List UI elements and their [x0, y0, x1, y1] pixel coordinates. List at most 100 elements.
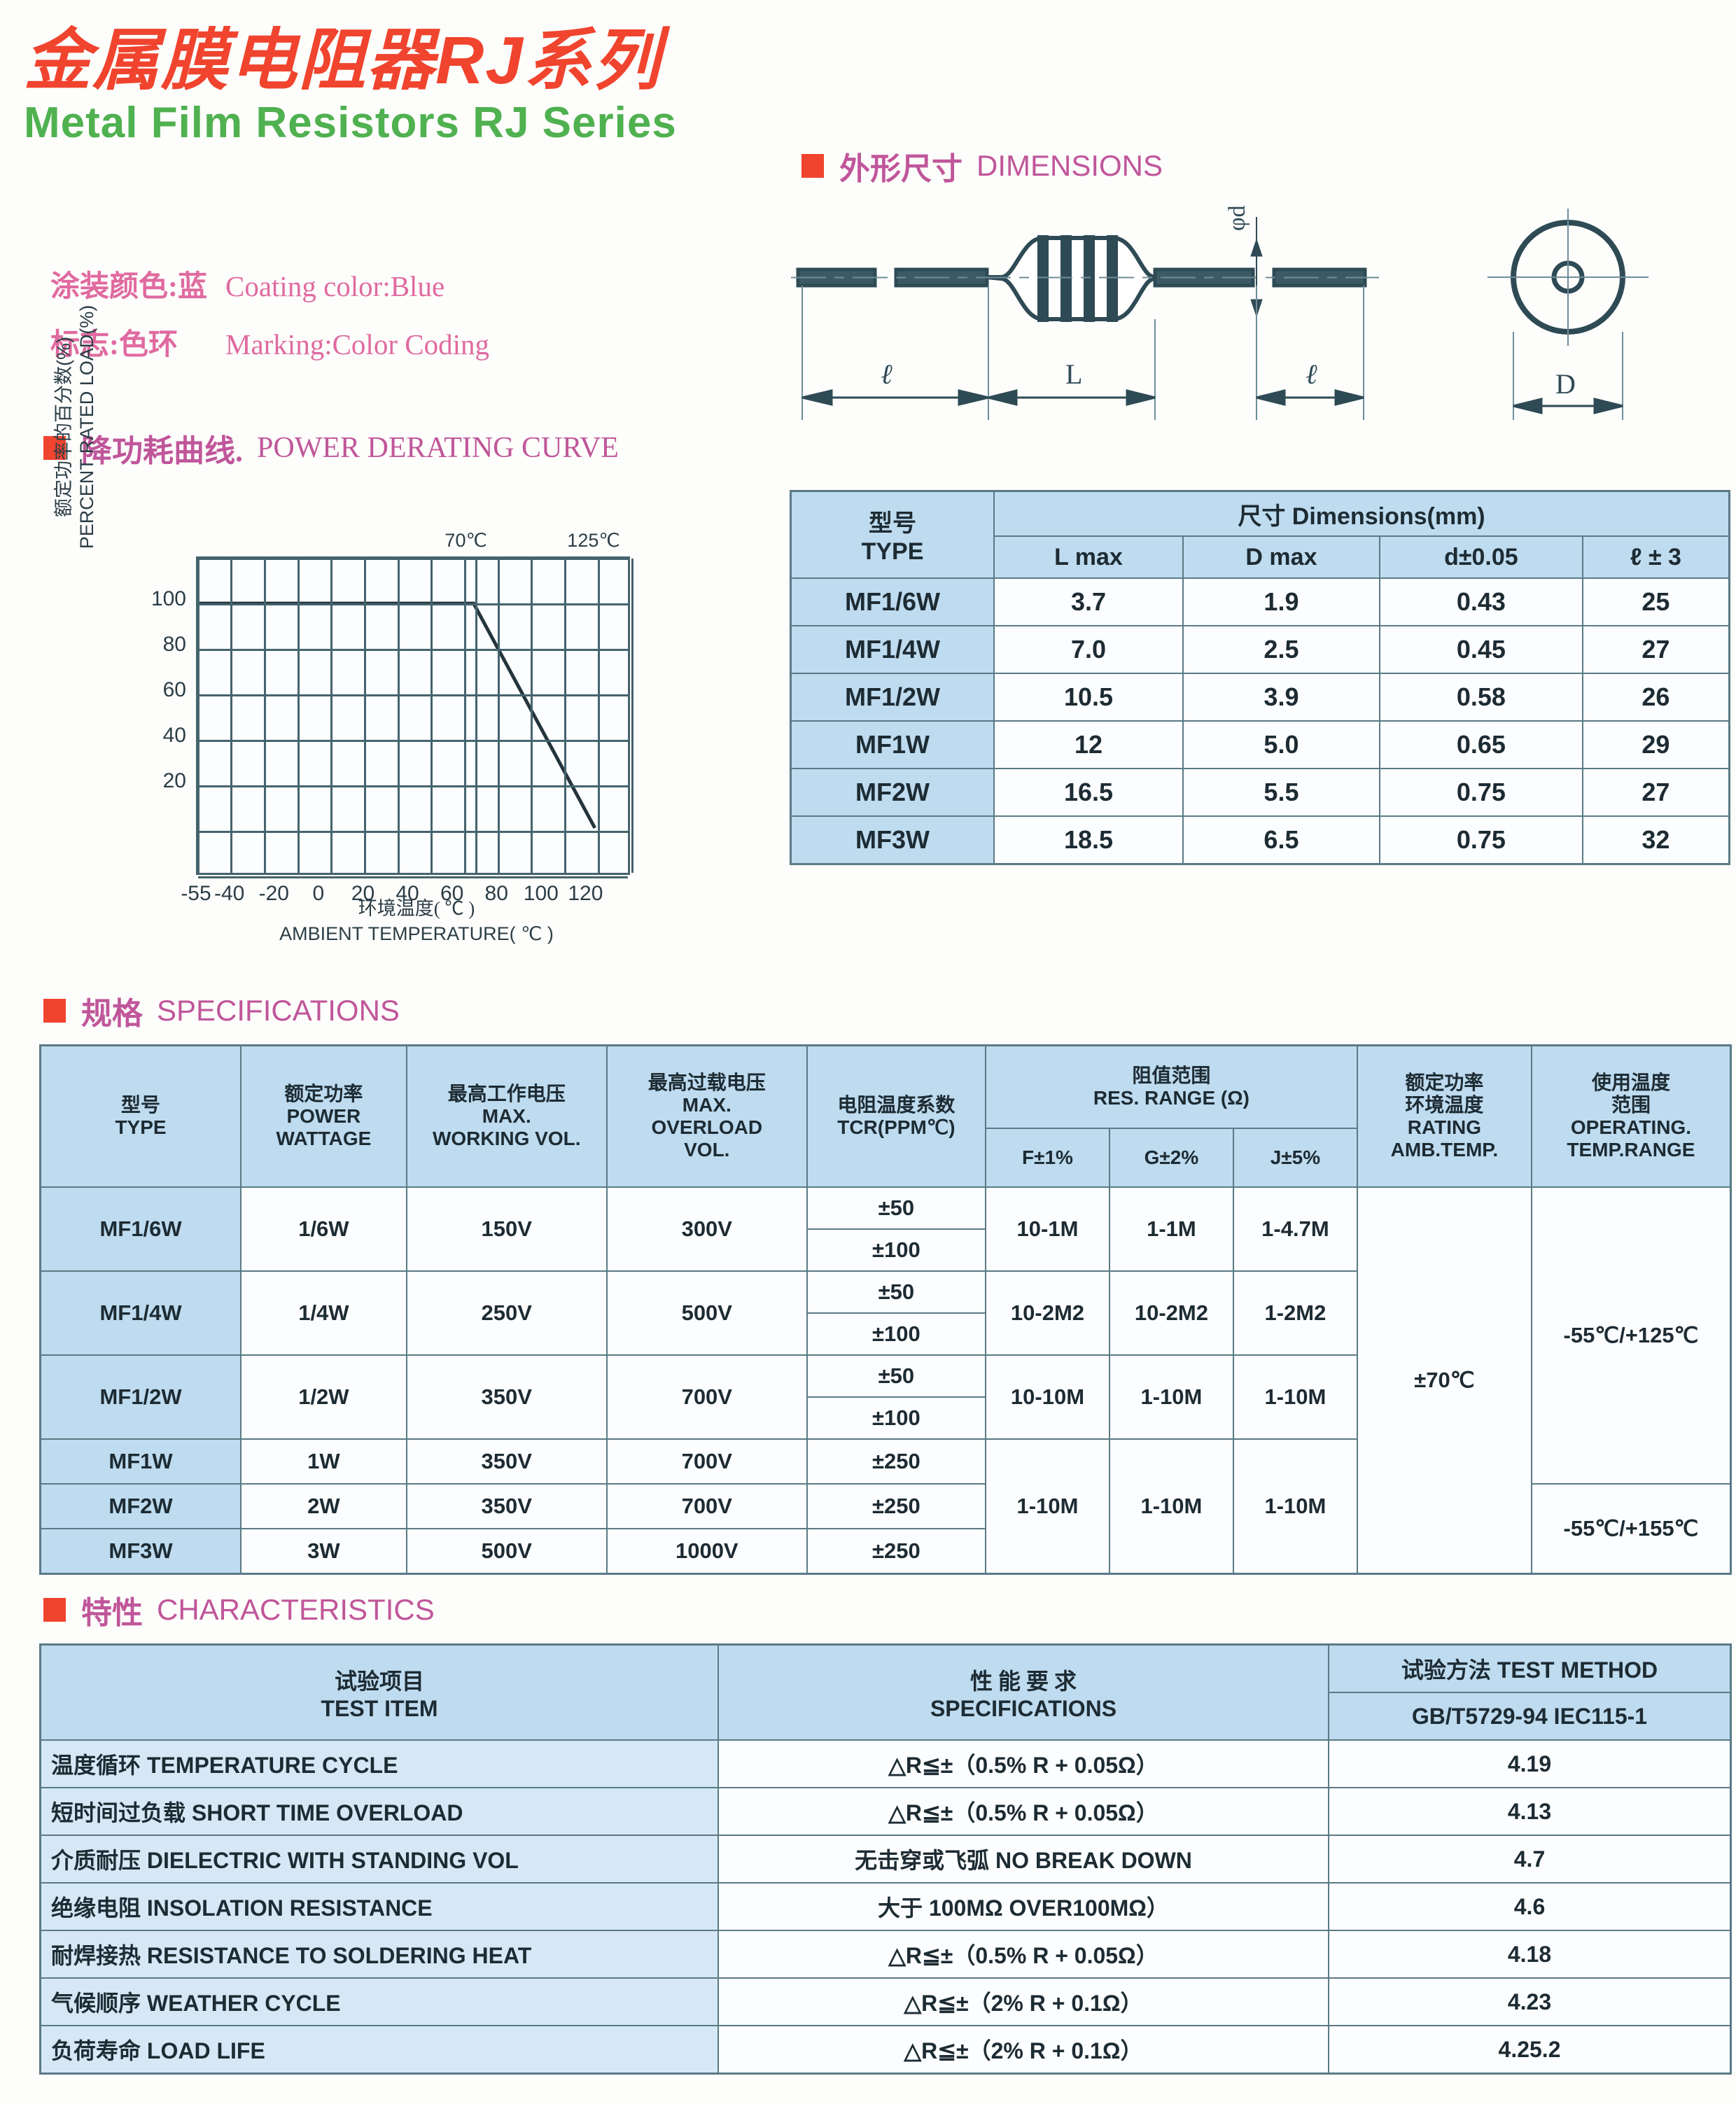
chars-cell-method: 4.23 [1328, 1977, 1732, 2026]
spec-res-header-en: RES. RANGE (Ω) [1093, 1087, 1250, 1109]
end-view-circle: D [1488, 209, 1648, 420]
table-header-row: 型号 TYPE 额定功率 POWER WATTAGE 最高工作电压 MAX. W… [39, 1044, 1732, 1188]
chart-gridline-vertical [497, 559, 500, 873]
spec-res-f-header: F±1% [984, 1128, 1110, 1188]
chars-method-standard: GB/T5729-94 IEC115-1 [1328, 1692, 1732, 1741]
chart-xlabel-cn: 环境温度( ℃ ) [358, 898, 475, 919]
chart-gridline-annotation [475, 559, 477, 873]
table-row: ±100 [41, 1396, 1731, 1440]
chart-gridline-annotation [597, 559, 600, 873]
resistor-dimension-drawing: φd ℓ L ℓ [791, 196, 1729, 448]
spec-cell-working: 150V [405, 1186, 608, 1272]
chart-gridline-vertical [464, 559, 467, 873]
table-header-row: 试验项目 TEST ITEM 性 能 要 求 SPECIFICATIONS 试验… [39, 1643, 1732, 1741]
coating-color-label-en: Coating color:Blue [225, 270, 445, 302]
section-dimensions-cn: 外形尺寸 [839, 152, 962, 186]
chars-cell-method: 4.13 [1328, 1787, 1732, 1836]
spec-cell-overload: 500V [606, 1270, 808, 1356]
chars-cell-method: 4.18 [1328, 1930, 1732, 1979]
chart-gridline-horizontal [198, 830, 628, 833]
spec-power-header-en2: WATTAGE [276, 1128, 372, 1150]
spec-oper-header-en1: OPERATING. [1570, 1116, 1692, 1138]
spec-cell-operating-range: -55℃/+125℃ [1530, 1186, 1732, 1485]
dims-type-header-cn: 型号 [869, 511, 916, 537]
chart-xtick-label: 100 [523, 882, 559, 905]
table-subheader-row: GB/T5729-94 IEC115-1 [41, 1692, 1732, 1741]
chart-gridline-vertical [330, 559, 333, 873]
spec-overload-header-en2: OVERLOAD [651, 1116, 763, 1138]
spec-cell-type: MF1/2W [39, 1354, 242, 1440]
marking-row: 标志:色环 Marking:Color Coding [50, 321, 489, 363]
characteristics-table: 试验项目 TEST ITEM 性 能 要 求 SPECIFICATIONS 试验… [39, 1643, 1732, 2075]
dims-col-d: d±0.05 [1378, 535, 1583, 579]
chars-item-header-cn: 试验项目 [334, 1668, 424, 1694]
table-row: 温度循环 TEMPERATURE CYCLE △R≦±（0.5% R + 0.05… [39, 1739, 1732, 1788]
dims-col-lmax: L max [993, 535, 1184, 579]
spec-cell-operating-range: -55℃/+155℃ [1530, 1483, 1732, 1575]
dimensions-table-body: MF1/6W 3.7 1.9 0.43 25 MF1/4W 7.0 2.5 0.45 27 MF1/… [790, 577, 1730, 865]
chart-gridline-horizontal [198, 739, 628, 742]
table-row: MF3W 3W 500V 1000V ±250 [39, 1528, 1731, 1575]
spec-cell-tcr: ±250 [806, 1528, 986, 1575]
chart-gridline-horizontal [198, 603, 628, 605]
dims-cell-value: 5.5 [1182, 768, 1380, 817]
chart-xtick-label: -55 [181, 882, 211, 905]
spec-operating-header: 使用温度 范围 OPERATING. TEMP.RANGE [1530, 1044, 1732, 1188]
chars-cell-method: 4.25.2 [1328, 2025, 1732, 2075]
spec-cell-res-j: 1-10M [1232, 1438, 1358, 1575]
chart-xlabel: 环境温度( ℃ ) AMBIENT TEMPERATURE( ℃ ) [136, 896, 696, 947]
section-header-dimensions: 外形尺寸 DIMENSIONS [802, 143, 1163, 188]
chars-cell-item: 短时间过负载 SHORT TIME OVERLOAD [39, 1787, 719, 1836]
chart-ytick-label: 60 [162, 678, 186, 701]
dims-cell-value: 26 [1581, 673, 1730, 722]
chart-gridline-vertical [531, 559, 533, 873]
dims-cell-value: 0.65 [1378, 720, 1583, 769]
dims-cell-type: MF3W [790, 815, 995, 865]
spec-cell-res-f: 10-10M [984, 1354, 1110, 1440]
spec-working-header: 最高工作电压 MAX. WORKING VOL. [405, 1044, 608, 1188]
chart-annotation-label: 125℃ [567, 530, 620, 551]
chart-ytick-label: 80 [162, 633, 186, 656]
table-row: ±100 [41, 1228, 1731, 1272]
spec-rating-header-en2: AMB.TEMP. [1390, 1139, 1499, 1161]
coating-info: 涂装颜色:蓝 Coating color:Blue 标志:色环 Marking:… [50, 262, 489, 363]
table-row: 耐焊接热 RESISTANCE TO SOLDERING HEAT △R≦±（0.… [39, 1930, 1732, 1979]
chart-xtick-label: 40 [396, 882, 419, 905]
spec-cell-res-f: 10-2M2 [984, 1270, 1110, 1356]
table-row: 介质耐压 DIELECTRIC WITH STANDING VOL 无击穿或飞弧 … [39, 1835, 1732, 1884]
spec-rating-header-cn2: 环境温度 [1405, 1093, 1484, 1116]
chart-annotation-label: 70℃ [444, 530, 487, 551]
dims-cell-value: 29 [1581, 720, 1730, 769]
chart-gridline-horizontal [198, 694, 628, 696]
chars-cell-spec: △R≦±（0.5% R + 0.05Ω） [718, 1930, 1329, 1979]
dims-type-header-en: TYPE [861, 538, 924, 565]
spec-cell-res-f: 10-1M [984, 1186, 1110, 1272]
dims-cell-value: 18.5 [993, 815, 1184, 865]
table-row: MF2W 2W 350V 700V ±250 -55℃/+155℃ [39, 1483, 1732, 1575]
spec-overload-header: 最高过载电压 MAX. OVERLOAD VOL. [606, 1044, 808, 1188]
dims-cell-value: 0.43 [1378, 577, 1583, 626]
specifications-table-body: MF1/6W 1/6W 150V 300V ±50 10-1M 1-1M 1-4.7M ±70℃… [39, 1186, 1732, 1575]
spec-res-header-cn: 阻值范围 [1132, 1064, 1211, 1086]
dims-cell-value: 6.5 [1182, 815, 1380, 865]
spec-cell-tcr: ±50 [806, 1270, 986, 1314]
spec-res-g-header: G±2% [1108, 1128, 1234, 1188]
spec-overload-header-cn: 最高过载电压 [648, 1071, 766, 1093]
spec-rating-header: 额定功率 环境温度 RATING AMB.TEMP. [1356, 1044, 1532, 1188]
spec-cell-power: 1/6W [240, 1186, 407, 1272]
chart-ylabel-en: PERCENT RATED LOAD(%) [76, 304, 97, 549]
spec-cell-res-g: 1-10M [1108, 1438, 1234, 1575]
chars-cell-method: 4.7 [1328, 1835, 1732, 1884]
spec-cell-overload: 300V [606, 1186, 808, 1272]
spec-overload-header-en1: MAX. [682, 1093, 732, 1116]
section-derating-en: POWER DERATING CURVE [257, 432, 619, 464]
coating-color-row: 涂装颜色:蓝 Coating color:Blue [50, 262, 489, 305]
chart-xtick-label: -20 [258, 882, 289, 905]
dims-cell-value: 16.5 [993, 768, 1184, 817]
table-row: MF1/4W 1/4W 250V 500V ±50 10-2M2 10-2M2 1-2M2 [39, 1270, 1731, 1356]
spec-rating-header-cn1: 额定功率 [1405, 1071, 1484, 1093]
chart-gridline-horizontal [198, 876, 628, 878]
power-derating-chart: 额定功率的百分数(%) PERCENT RATED LOAD(%) 环境温度( … [52, 305, 766, 944]
section-header-specifications: 规格 SPECIFICATIONS [43, 988, 400, 1033]
spec-cell-overload: 700V [606, 1354, 808, 1440]
